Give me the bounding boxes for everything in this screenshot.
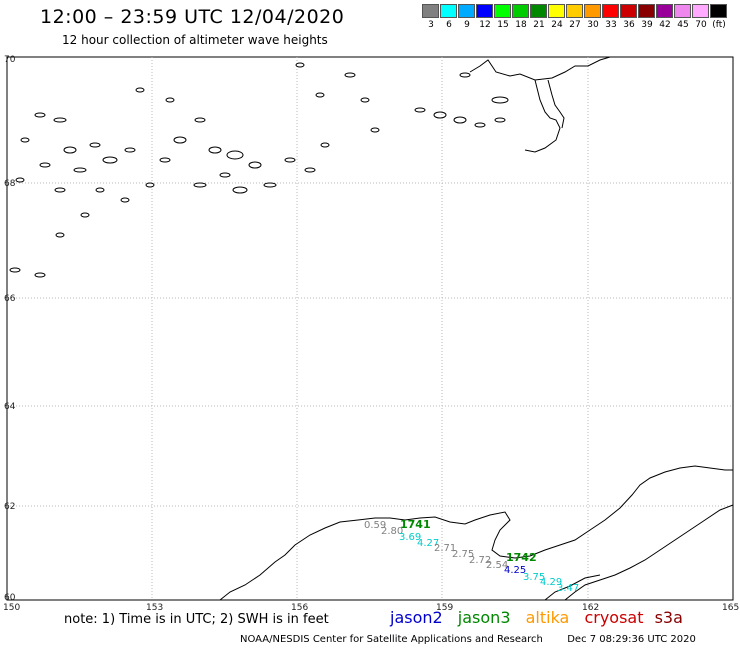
wave-value: 4.27 [417,538,439,549]
track-label-1742: 1742 [506,551,537,564]
lon-tick-159: 159 [436,603,453,613]
legend-label: 24 [551,20,563,30]
legend-label: 36 [623,20,635,30]
legend-label: 39 [641,20,653,30]
legend-swatch [584,4,601,18]
map-frame [6,56,734,601]
lat-tick-70: 70 [4,55,16,65]
legend-label: 12 [479,20,491,30]
siberian-coastline [469,56,611,81]
legend-swatch [458,4,475,18]
legend-label: 45 [677,20,689,30]
lon-tick-153: 153 [146,603,163,613]
legend-swatch [530,4,547,18]
siberian-coastline [524,79,561,153]
legend-swatch [512,4,529,18]
wave-value: 2.72 [469,555,491,566]
lon-tick-162: 162 [582,603,599,613]
legend-label: 3 [428,20,434,30]
wave-value: 0.59 [364,520,386,531]
legend-swatch [602,4,619,18]
legend-label: 70 [695,20,707,30]
legend-labels: 3 6 9 12 15 18 21 24 27 30 33 36 39 42 45 70 (ft) [422,20,728,30]
satellite-cryosat: cryosat [584,608,644,627]
lat-tick-66: 66 [4,294,16,304]
legend-label: (ft) [712,20,726,30]
legend-label: 6 [446,20,452,30]
legend-swatch [674,4,691,18]
legend-swatch [548,4,565,18]
legend-label: 15 [497,20,509,30]
footer-credit: NOAA/NESDIS Center for Satellite Applica… [240,634,543,645]
wave-value: 2.75 [452,549,474,560]
wave-value: 4.29 [540,577,562,588]
wave-value: 2.54 [486,560,508,571]
legend-swatch [422,4,439,18]
units-note: note: 1) Time is in UTC; 2) SWH is in fe… [64,612,329,627]
satellite-altika: altika [525,608,570,627]
satellite-s3a: s3a [654,608,683,627]
legend-swatch [476,4,493,18]
wave-value: 4.25 [504,565,526,576]
lat-tick-64: 64 [4,402,16,412]
legend-label: 30 [587,20,599,30]
legend-label: 21 [533,20,545,30]
wave-value: 2.71 [434,543,456,554]
legend-label: 27 [569,20,581,30]
footer: NOAA/NESDIS Center for Satellite Applica… [240,634,696,645]
coastline [544,574,601,601]
legend-swatch [620,4,637,18]
coastline [219,465,733,601]
satellite-jason2: jason2 [390,608,443,627]
track-label-1741: 1741 [400,518,431,531]
footer-timestamp: Dec 7 08:29:36 UTC 2020 [567,634,696,645]
legend-swatch [440,4,457,18]
page-title: 12:00 – 23:59 UTC 12/04/2020 [40,6,345,28]
wave-value: 2.80 [381,526,403,537]
legend-swatch [638,4,655,18]
wave-value: 3.69 [399,532,421,543]
satellite-legend: jason2 jason3 altika cryosat s3a [390,608,693,627]
lat-tick-60: 60 [4,593,16,603]
page-subtitle: 12 hour collection of altimeter wave hei… [62,33,328,47]
sea-ice-outlines [9,62,509,278]
legend-swatch [566,4,583,18]
legend-swatch [656,4,673,18]
lat-tick-62: 62 [4,502,15,512]
wave-value: 3.75 [523,572,545,583]
lon-tick-156: 156 [291,603,308,613]
siberian-coastline [547,79,565,129]
legend-swatch [692,4,709,18]
graticule [7,57,733,600]
color-legend: 3 6 9 12 15 18 21 24 27 30 33 36 39 42 45 70 (ft) [422,4,728,30]
legend-swatches [422,4,728,18]
lon-tick-165: 165 [722,603,739,613]
coastline [564,504,734,601]
legend-swatch [710,4,727,18]
lon-tick-150: 150 [3,603,20,613]
satellite-jason3: jason3 [457,608,511,627]
wave-value: 3.47 [557,583,579,594]
legend-swatch [494,4,511,18]
legend-label: 42 [659,20,671,30]
lat-tick-68: 68 [4,179,16,189]
legend-label: 18 [515,20,527,30]
legend-label: 33 [605,20,617,30]
legend-label: 9 [464,20,470,30]
